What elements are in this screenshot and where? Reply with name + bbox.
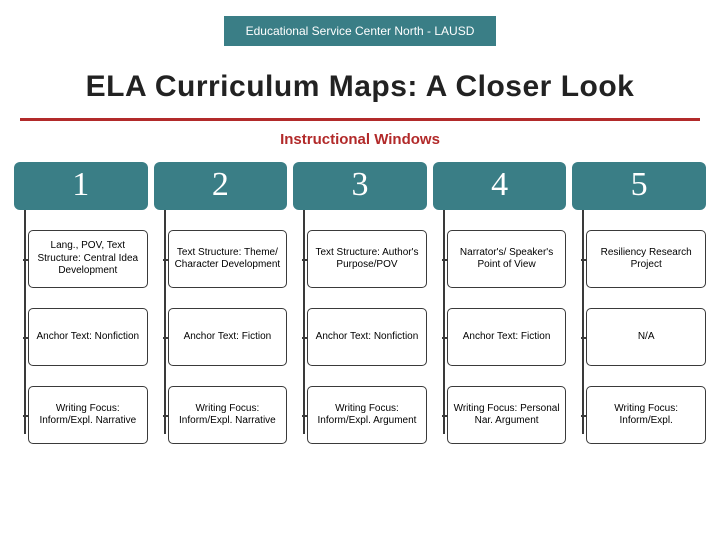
cell-2-writing: Writing Focus: Inform/Expl. Narrative xyxy=(168,386,288,444)
window-number-4: 4 xyxy=(433,162,567,210)
cell-5-focus: Resiliency Research Project xyxy=(586,230,706,288)
cell-1-writing: Writing Focus: Inform/Expl. Narrative xyxy=(28,386,148,444)
window-number-1: 1 xyxy=(14,162,148,210)
cell-1-focus: Lang., POV, Text Structure: Central Idea… xyxy=(28,230,148,288)
connector-line xyxy=(443,190,445,434)
cell-4-writing: Writing Focus: Personal Nar. Argument xyxy=(447,386,567,444)
page-title: ELA Curriculum Maps: A Closer Look xyxy=(20,70,700,121)
window-number-3: 3 xyxy=(293,162,427,210)
cell-5-anchor: N/A xyxy=(586,308,706,366)
cell-2-focus: Text Structure: Theme/ Character Develop… xyxy=(168,230,288,288)
subtitle: Instructional Windows xyxy=(0,131,720,148)
connector-line xyxy=(582,190,584,434)
column-1: 1 Lang., POV, Text Structure: Central Id… xyxy=(14,162,148,444)
window-number-5: 5 xyxy=(572,162,706,210)
cell-4-anchor: Anchor Text: Fiction xyxy=(447,308,567,366)
banner-text: Educational Service Center North - LAUSD xyxy=(224,16,497,46)
cell-3-anchor: Anchor Text: Nonfiction xyxy=(307,308,427,366)
connector-line xyxy=(164,190,166,434)
cell-1-anchor: Anchor Text: Nonfiction xyxy=(28,308,148,366)
connector-line xyxy=(303,190,305,434)
cell-5-writing: Writing Focus: Inform/Expl. xyxy=(586,386,706,444)
cell-3-focus: Text Structure: Author's Purpose/POV xyxy=(307,230,427,288)
cell-2-anchor: Anchor Text: Fiction xyxy=(168,308,288,366)
column-3: 3 Text Structure: Author's Purpose/POV A… xyxy=(293,162,427,444)
window-number-2: 2 xyxy=(154,162,288,210)
column-5: 5 Resiliency Research Project N/A Writin… xyxy=(572,162,706,444)
cell-3-writing: Writing Focus: Inform/Expl. Argument xyxy=(307,386,427,444)
connector-line xyxy=(24,190,26,434)
column-2: 2 Text Structure: Theme/ Character Devel… xyxy=(154,162,288,444)
column-4: 4 Narrator's/ Speaker's Point of View An… xyxy=(433,162,567,444)
columns-container: 1 Lang., POV, Text Structure: Central Id… xyxy=(0,162,720,444)
cell-4-focus: Narrator's/ Speaker's Point of View xyxy=(447,230,567,288)
